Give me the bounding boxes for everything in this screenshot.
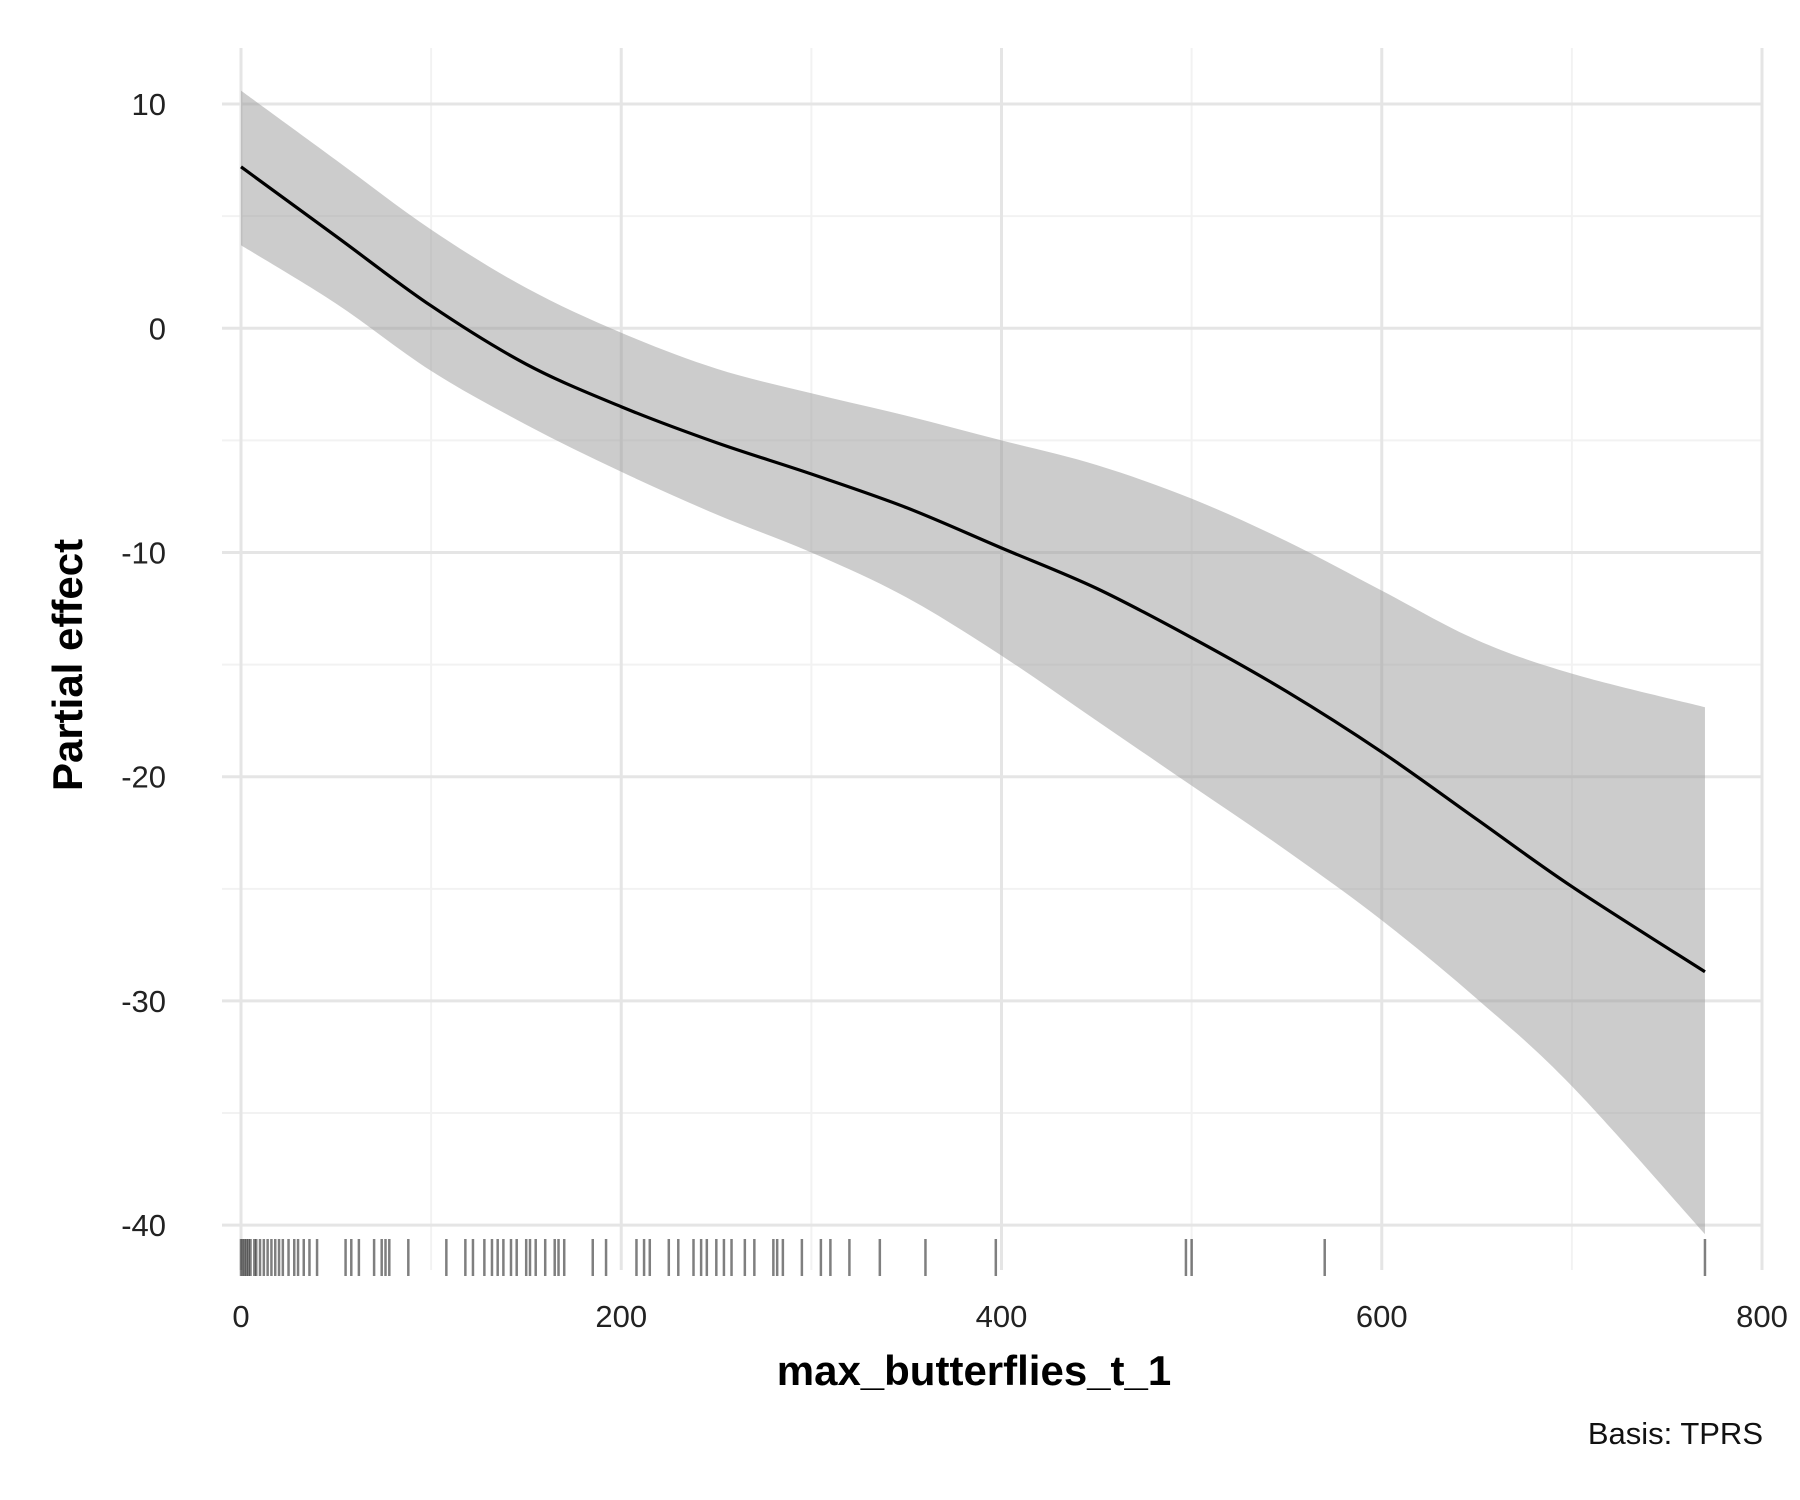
- y-axis-title: Partial effect: [44, 539, 91, 791]
- y-tick-label: -30: [121, 984, 166, 1019]
- estimate-line-layer: [240, 165, 1706, 974]
- confidence-band-layer: [241, 90, 1705, 1235]
- x-tick-label: 200: [595, 1299, 647, 1334]
- rug-layer: [239, 1239, 1707, 1276]
- y-tick-labels: 10 0 -10 -20 -30 -40: [121, 87, 166, 1243]
- y-tick-label: 0: [149, 311, 166, 346]
- y-tick-label: -10: [121, 535, 166, 570]
- basis-caption: Basis: TPRS: [1588, 1416, 1763, 1451]
- y-tick-label: -40: [121, 1208, 166, 1243]
- x-tick-labels: 0 200 400 600 800: [232, 1299, 1787, 1334]
- estimate-line: [240, 165, 1706, 974]
- y-tick-label: 10: [132, 87, 166, 122]
- y-tick-label: -20: [121, 760, 166, 795]
- x-tick-label: 600: [1356, 1299, 1408, 1334]
- x-tick-label: 0: [232, 1299, 249, 1334]
- grid-layer: [222, 48, 1764, 1270]
- x-axis-title: max_butterflies_t_1: [777, 1347, 1172, 1394]
- confidence-band: [241, 90, 1705, 1235]
- x-tick-label: 800: [1736, 1299, 1788, 1334]
- x-tick-label: 400: [976, 1299, 1028, 1334]
